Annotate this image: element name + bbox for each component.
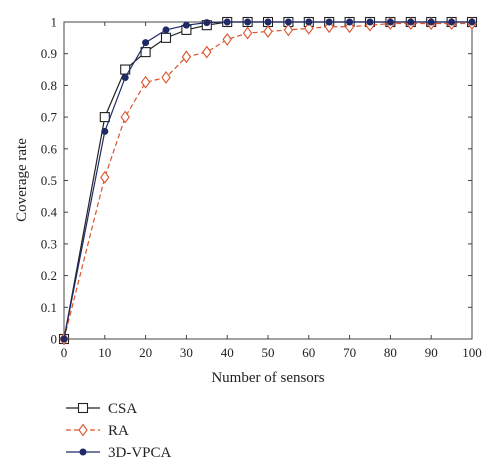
data-point (244, 18, 252, 26)
data-point (100, 170, 110, 184)
y-tick-label: 0.5 (41, 173, 57, 188)
x-tick-label: 20 (139, 345, 152, 360)
data-point (140, 75, 151, 89)
data-point (468, 18, 476, 26)
data-point (140, 47, 151, 58)
data-point (120, 110, 130, 124)
data-point (448, 18, 456, 26)
data-point (142, 39, 150, 47)
data-point (283, 23, 294, 37)
data-point (325, 18, 333, 26)
data-point (101, 127, 109, 135)
legend-marker (77, 402, 89, 414)
data-point (305, 18, 313, 26)
legend: CSA RA 3D-VPCA (66, 401, 172, 461)
legend-item: 3D-VPCA (66, 445, 172, 461)
data-point (407, 18, 415, 26)
y-tick-label: 1 (51, 15, 58, 30)
series-csa (58, 16, 478, 345)
data-point (162, 26, 170, 34)
x-tick-label: 100 (462, 345, 482, 360)
data-point (202, 45, 212, 59)
y-tick-label: 0 (51, 332, 58, 347)
data-point (161, 71, 171, 84)
x-tick-label: 60 (302, 345, 315, 360)
y-tick-label: 0.9 (41, 46, 57, 61)
data-point (121, 73, 129, 81)
y-tick-label: 0.4 (41, 205, 58, 220)
data-point (264, 18, 272, 26)
y-tick-label: 0.1 (41, 300, 57, 315)
x-tick-label: 0 (61, 345, 68, 360)
series-3d-vpca (60, 18, 476, 343)
x-axis-title: Number of sensors (211, 370, 324, 386)
y-tick-label: 0.6 (41, 141, 58, 156)
series-layer (58, 16, 478, 346)
data-point (386, 18, 394, 26)
x-tick-label: 90 (425, 345, 438, 360)
data-point (242, 26, 253, 40)
data-point (182, 21, 190, 29)
x-tick-label: 80 (384, 345, 397, 360)
data-point (304, 21, 314, 35)
data-point (366, 18, 374, 26)
legend-marker (78, 423, 88, 437)
axis-ticks: 0 10 20 30 40 50 60 70 80 90 100 0 0.1 0.2 0.3 0.4 0.5 0.… (41, 15, 482, 361)
legend-marker (79, 448, 87, 456)
data-point (427, 18, 435, 26)
data-point (181, 50, 192, 64)
legend-label: CSA (108, 401, 137, 417)
y-tick-label: 0.8 (41, 78, 57, 93)
y-tick-label: 0.3 (41, 236, 57, 251)
data-point (223, 18, 231, 26)
data-point (222, 32, 232, 46)
legend-item: RA (66, 423, 129, 439)
x-tick-label: 50 (262, 345, 275, 360)
y-axis-title: Coverage rate (14, 138, 30, 222)
x-tick-label: 10 (98, 345, 111, 360)
data-point (60, 335, 68, 343)
data-point (284, 18, 292, 26)
data-point (160, 32, 172, 43)
legend-label: 3D-VPCA (108, 445, 172, 461)
y-tick-label: 0.7 (41, 110, 58, 125)
x-tick-label: 70 (343, 345, 356, 360)
data-point (263, 25, 273, 38)
y-tick-label: 0.2 (41, 268, 57, 283)
legend-item: CSA (66, 401, 137, 417)
x-tick-label: 30 (180, 345, 193, 360)
data-point (346, 18, 354, 26)
data-point (203, 19, 211, 27)
data-point (99, 112, 110, 123)
x-tick-label: 40 (221, 345, 234, 360)
legend-label: RA (108, 423, 129, 439)
